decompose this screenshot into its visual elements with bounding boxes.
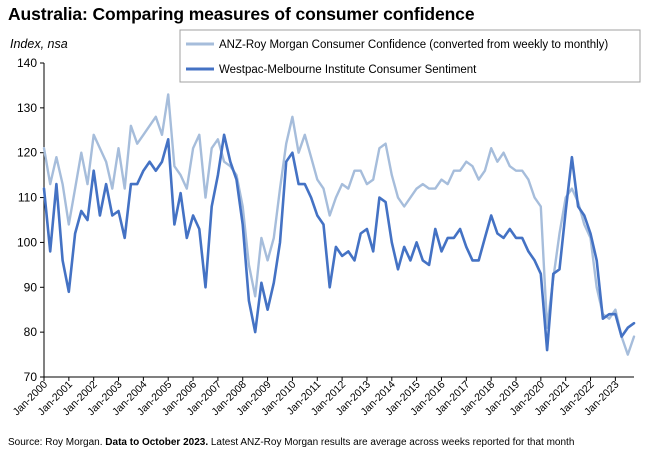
source-suffix: Latest ANZ-Roy Morgan results are averag… [210,437,575,448]
legend-label-westpac: Westpac-Melbourne Institute Consumer Sen… [219,64,477,76]
y-tick-label: 110 [18,191,37,205]
source-note: Source: Roy Morgan. Data to October 2023… [8,437,574,448]
legend-box [179,29,641,83]
source-data-date: Data to October 2023. [105,437,209,448]
y-tick-label: 80 [24,325,38,339]
source-prefix: Source: Roy Morgan. [8,437,103,448]
y-tick-label: 100 [17,235,37,249]
series-line-westpac-melbourne [42,133,636,352]
legend-label-anz: ANZ-Roy Morgan Consumer Confidence (conv… [219,39,608,51]
y-tick-label: 140 [17,56,37,70]
series-line-anz-roy-morgan [42,93,636,356]
series-lines [42,93,636,356]
chart-title: Australia: Comparing measures of consume… [8,4,475,24]
y-tick-label: 120 [17,146,37,160]
y-tick-label: 130 [17,101,37,115]
y-tick-label: 90 [24,280,38,294]
y-tick-label: 70 [24,370,38,384]
legend: ANZ-Roy Morgan Consumer Confidence (conv… [179,29,641,83]
y-axis-unit-label: Index, nsa [10,37,68,51]
axes: 708090100110120130140Jan-2000Jan-2001Jan… [11,56,634,418]
